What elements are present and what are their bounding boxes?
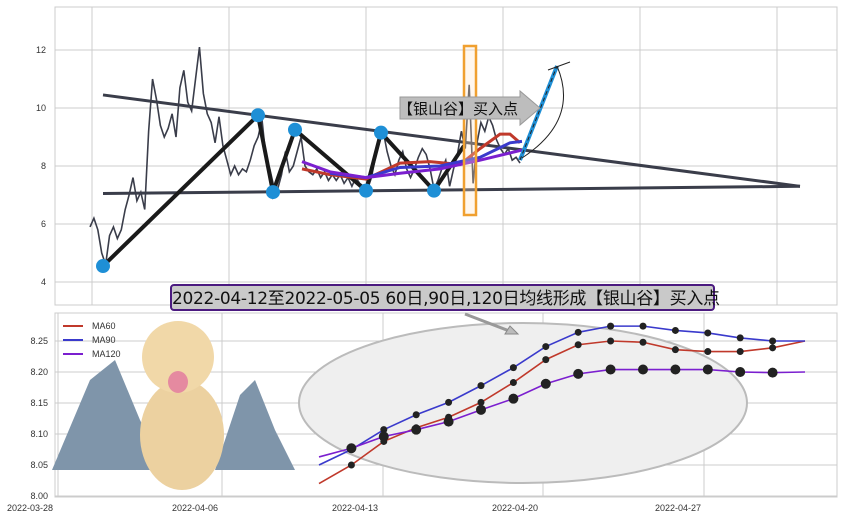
data-point xyxy=(605,364,616,375)
data-point xyxy=(769,337,777,345)
data-point xyxy=(445,398,453,406)
projection-dash xyxy=(519,65,558,161)
data-point xyxy=(767,367,778,378)
data-point xyxy=(574,341,582,349)
data-point xyxy=(639,322,647,330)
data-point xyxy=(509,364,517,372)
price-line xyxy=(89,47,521,265)
pivot-point xyxy=(374,125,388,140)
y-tick-label: 8 xyxy=(41,161,46,171)
data-point xyxy=(769,344,777,352)
data-point xyxy=(347,461,355,469)
mountain-illustration xyxy=(52,360,165,470)
lower-trendline xyxy=(102,184,801,196)
y-tick-label: 10 xyxy=(36,103,46,113)
y-tick-label: 8.15 xyxy=(30,398,48,408)
data-point xyxy=(477,398,485,406)
highlight-ellipse xyxy=(298,322,748,484)
y-tick-label: 12 xyxy=(36,45,46,55)
top-plot-area xyxy=(54,6,838,306)
data-point xyxy=(542,343,550,351)
annotation-arrow xyxy=(399,89,541,127)
top-ma120-line xyxy=(301,148,523,180)
data-point xyxy=(671,326,679,334)
x-tick-label: 2022-04-06 xyxy=(172,503,218,513)
data-point xyxy=(638,364,648,375)
data-point xyxy=(540,378,551,389)
data-point xyxy=(573,368,584,379)
data-point xyxy=(704,329,712,337)
data-point xyxy=(574,328,582,336)
legend-label: MA90 xyxy=(92,335,116,345)
data-point xyxy=(671,346,679,354)
x-tick-label: 2022-03-28 xyxy=(7,503,53,513)
data-point xyxy=(412,411,420,419)
data-point xyxy=(735,367,746,377)
pivot-point xyxy=(427,183,441,198)
data-point xyxy=(380,426,388,434)
chart-title: 2022-04-12至2022-05-05 60日,90日,120日均线形成【银… xyxy=(170,284,720,311)
data-point xyxy=(704,348,712,356)
data-point xyxy=(378,431,389,442)
data-point xyxy=(542,356,550,364)
y-tick-label: 8.05 xyxy=(30,460,48,470)
y-tick-label: 6 xyxy=(41,219,46,229)
pivot-point xyxy=(266,185,280,200)
data-point xyxy=(509,379,517,387)
x-tick-label: 2022-04-20 xyxy=(492,503,538,513)
pivot-point xyxy=(288,122,302,137)
pointer-arrowhead xyxy=(504,325,520,335)
data-point xyxy=(670,364,681,375)
dog-head xyxy=(142,321,214,393)
data-point xyxy=(476,404,486,415)
zigzag-line xyxy=(101,111,466,268)
y-tick-label: 8.20 xyxy=(30,367,48,377)
x-tick-label: 2022-04-13 xyxy=(332,503,378,513)
data-point xyxy=(346,443,357,454)
data-point xyxy=(702,364,713,375)
data-point xyxy=(411,424,422,435)
y-tick-label: 8.25 xyxy=(30,336,48,346)
series-line-ma60 xyxy=(318,340,806,485)
data-point xyxy=(508,393,519,404)
data-point xyxy=(443,416,454,427)
mountain-illustration xyxy=(215,380,295,470)
highlight-rect xyxy=(462,44,478,217)
pivot-point xyxy=(251,108,265,123)
upper-trendline xyxy=(102,93,801,188)
y-tick-label: 8.00 xyxy=(30,491,48,501)
data-point xyxy=(477,382,485,390)
data-point xyxy=(736,348,744,356)
data-point xyxy=(607,337,615,345)
dog-illustration xyxy=(140,380,224,490)
x-tick-label: 2022-04-27 xyxy=(655,503,701,513)
y-tick-label: 4 xyxy=(41,277,46,287)
pointer-arrow xyxy=(464,312,513,334)
legend-label: MA120 xyxy=(92,349,121,359)
series-line-ma120 xyxy=(318,368,806,458)
annotation-text: 【银山谷】买入点 xyxy=(398,100,518,118)
pivot-point xyxy=(359,183,373,198)
data-point xyxy=(639,338,647,346)
legend-label: MA60 xyxy=(92,321,116,331)
projection-arc xyxy=(521,61,571,159)
data-point xyxy=(736,334,744,342)
y-tick-label: 8.10 xyxy=(30,429,48,439)
series-line-ma90 xyxy=(318,325,805,466)
data-point xyxy=(607,322,615,330)
pivot-point xyxy=(96,259,110,274)
dog-tongue xyxy=(168,371,188,393)
